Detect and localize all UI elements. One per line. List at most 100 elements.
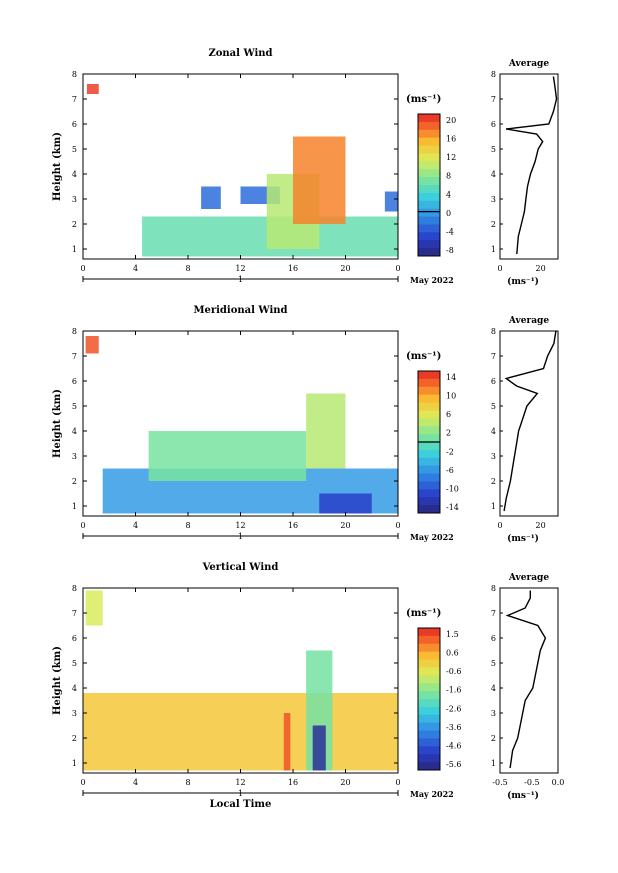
avg-y-tick-label: 5 — [491, 402, 496, 411]
colorbar-segment — [418, 683, 440, 692]
y-tick-label: 5 — [72, 659, 77, 668]
x-tick-label: 12 — [235, 264, 245, 273]
colorbar-segment — [418, 465, 440, 475]
avg-y-tick-label: 5 — [491, 145, 496, 154]
heatmap-field — [86, 84, 398, 257]
month-label: May 2022 — [410, 275, 454, 285]
colorbar-segment — [418, 169, 440, 178]
x-tick-label: 0 — [80, 264, 85, 273]
avg-y-tick-label: 2 — [491, 220, 496, 229]
heatmap-cell — [85, 336, 99, 354]
colorbar-segment — [418, 114, 440, 123]
y-tick-label: 3 — [72, 452, 77, 461]
y-tick-label: 7 — [72, 352, 77, 361]
x-tick-label: 20 — [340, 521, 350, 530]
colorbar-segment — [418, 691, 440, 700]
y-tick-label: 3 — [72, 195, 77, 204]
y-tick-label: 5 — [72, 402, 77, 411]
heatmap-cell — [148, 431, 307, 481]
x-tick-label: 0 — [395, 264, 400, 273]
heatmap-cell — [312, 725, 326, 771]
colorbar-segment — [418, 137, 440, 147]
colorbar-segment — [418, 628, 440, 637]
avg-y-tick-label: 3 — [491, 709, 496, 718]
colorbar-segment — [418, 386, 440, 396]
avg-y-tick-label: 4 — [491, 170, 496, 179]
colorbar-segment — [418, 457, 440, 467]
colorbar-segment — [418, 635, 440, 645]
y-tick-label: 6 — [72, 377, 77, 386]
x-tick-label: 4 — [133, 778, 138, 787]
avg-y-tick-label: 8 — [491, 70, 496, 79]
avg-y-tick-label: 1 — [491, 245, 496, 254]
colorbar-segment — [418, 497, 440, 506]
colorbar-unit-label: (ms⁻¹) — [406, 94, 441, 105]
colorbar-tick-label: 20 — [446, 116, 456, 125]
y-tick-label: 7 — [72, 609, 77, 618]
heatmap-cell — [293, 136, 346, 224]
x-axis-label: Local Time — [210, 799, 272, 810]
colorbar-segment — [418, 473, 440, 482]
colorbar-frame — [417, 627, 441, 771]
avg-y-tick-label: 8 — [491, 327, 496, 336]
y-tick-label: 8 — [72, 70, 77, 79]
avg-y-tick-label: 2 — [491, 734, 496, 743]
y-tick-label: 8 — [72, 327, 77, 336]
month-label: May 2022 — [410, 532, 454, 542]
colorbar-segment — [418, 489, 440, 498]
avg-y-tick-label: 8 — [491, 584, 496, 593]
colorbar-tick-label: -10 — [446, 484, 459, 493]
colorbar-tick-label: 16 — [446, 135, 456, 144]
colorbar-tick-label: -1.6 — [446, 686, 461, 695]
y-tick-label: 3 — [72, 709, 77, 718]
average-frame — [499, 587, 559, 774]
heatmap-field — [85, 336, 398, 514]
colorbar-segment — [418, 675, 440, 684]
colorbar-segment — [418, 200, 440, 210]
y-axis-label: Height (km) — [52, 132, 63, 201]
x-tick-label: 12 — [235, 778, 245, 787]
colorbar-tick-label: -8 — [446, 246, 454, 255]
avg-x-tick-label: 0 — [497, 521, 502, 530]
y-axis-label: Height (km) — [52, 389, 63, 458]
heatmap-cell — [86, 84, 99, 94]
colorbar-tick-label: 8 — [446, 172, 451, 181]
x-tick-label: 4 — [133, 521, 138, 530]
colorbar-segment — [418, 402, 440, 411]
average-profile-line — [503, 330, 557, 512]
colorbar-segment — [418, 216, 440, 225]
colorbar-segment — [418, 442, 440, 451]
y-tick-label: 6 — [72, 120, 77, 129]
avg-y-tick-label: 6 — [491, 377, 496, 386]
avg-y-tick-label: 4 — [491, 427, 496, 436]
heatmap-cell — [85, 590, 103, 626]
colorbar-tick-label: -2 — [446, 447, 454, 456]
colorbar-segment — [418, 145, 440, 154]
colorbar-segment — [418, 177, 440, 186]
avg-y-tick-label: 7 — [491, 609, 496, 618]
heatmap-cell — [306, 393, 346, 469]
colorbar-segment — [418, 248, 440, 257]
colorbar-segment — [418, 240, 440, 249]
colorbar-segment — [418, 481, 440, 490]
avg-y-tick-label: 3 — [491, 195, 496, 204]
colorbar-tick-label: 0.6 — [446, 649, 459, 658]
average-title: Average — [508, 316, 549, 326]
x-tick-label: 4 — [133, 264, 138, 273]
panel-title: Meridional Wind — [193, 305, 287, 316]
y-tick-label: 5 — [72, 145, 77, 154]
y-tick-label: 7 — [72, 95, 77, 104]
y-tick-label: 2 — [72, 220, 77, 229]
colorbar-segment — [418, 410, 440, 419]
colorbar-tick-label: 10 — [446, 392, 456, 401]
x-tick-label: 20 — [340, 778, 350, 787]
colorbar-segment — [418, 378, 440, 388]
colorbar-segment — [418, 643, 440, 653]
colorbar-segment — [418, 434, 440, 443]
colorbar-tick-label: 4 — [446, 190, 451, 199]
colorbar-tick-label: -3.6 — [446, 723, 461, 732]
heatmap-cell — [83, 693, 398, 771]
avg-y-tick-label: 7 — [491, 95, 496, 104]
colorbar-segment — [418, 153, 440, 162]
